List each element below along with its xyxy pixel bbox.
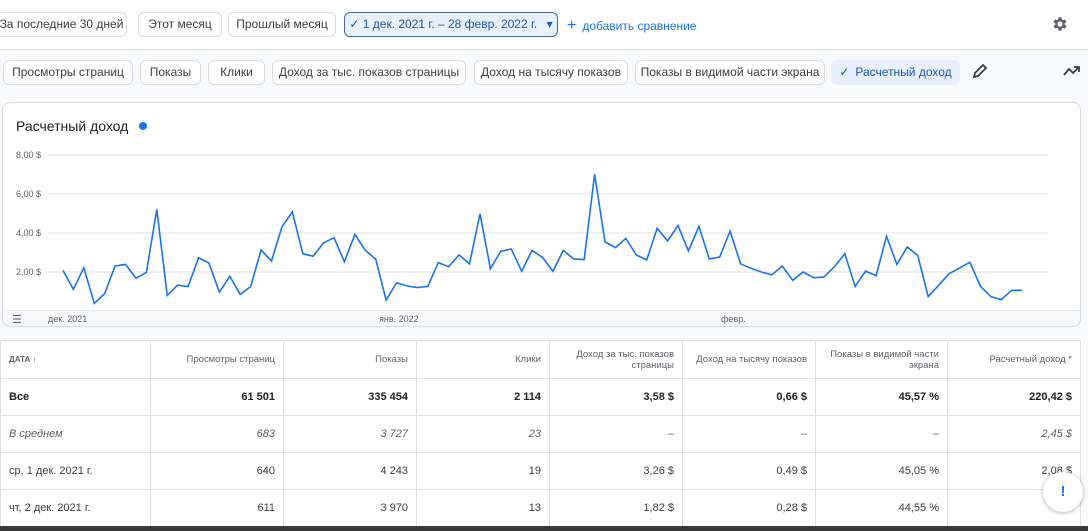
trend-compare-icon[interactable] [1063, 64, 1081, 83]
x-tick-label: февр. [721, 314, 746, 324]
table-cell: 4 243 [283, 452, 417, 490]
table-cell: 0,66 $ [682, 378, 816, 416]
date-toolbar: За последние 30 дней Этот месяц Прошлый … [0, 0, 1088, 50]
metric-active-view-viewable[interactable]: Показы в видимой части экрана [635, 60, 825, 85]
table-cell: чт, 2 дек. 2021 г. [0, 489, 151, 527]
table-cell: ср, 1 дек. 2021 г. [0, 452, 151, 490]
gear-icon[interactable] [1051, 15, 1069, 33]
table-row: чт, 2 дек. 2021 г. 611 3 970 13 1,82 $0,28 $… [0, 489, 1081, 527]
table-cell: 0,28 $ [682, 489, 816, 527]
table-cell: 3 727 [283, 415, 417, 453]
chart-card: Расчетный доход 8,00 $ 6,00 $ 4,00 $ 2,0… [2, 102, 1081, 327]
add-comparison-button[interactable]: + добавить сравнение [567, 17, 696, 35]
add-comparison-label: добавить сравнение [582, 19, 697, 33]
table-cell: 3,58 $ [549, 378, 683, 416]
taskbar-edge [0, 526, 1088, 531]
x-tick-label: дек. 2021 [48, 314, 88, 324]
menu-icon[interactable]: ☰ [12, 314, 22, 326]
column-header[interactable]: Клики [416, 340, 550, 379]
pencil-icon[interactable] [972, 63, 988, 84]
metric-impressions[interactable]: Показы [140, 60, 201, 85]
table-header: ДАТА ↑ Просмотры страниц Показы Клики До… [0, 340, 1081, 379]
column-header[interactable]: Показы [283, 340, 417, 379]
table-cell: 220,42 $ [947, 378, 1081, 416]
table-cell: 44,55 % [815, 489, 948, 527]
table-cell: 0,49 $ [682, 452, 816, 490]
table-cell: 45,05 % [815, 452, 948, 490]
table-cell: 335 454 [283, 378, 417, 416]
metric-clicks[interactable]: Клики [208, 60, 265, 85]
table-cell: Все [0, 378, 151, 416]
preset-this-month[interactable]: Этот месяц [138, 12, 222, 37]
metric-page-views[interactable]: Просмотры страниц [3, 60, 133, 85]
column-header[interactable]: Расчетный доход * [947, 340, 1081, 379]
metric-impression-rpm[interactable]: Доход на тысячу показов [474, 60, 628, 85]
table-cell: 640 [150, 452, 284, 490]
table-cell: 13 [416, 489, 550, 527]
table-cell: 1,82 $ [549, 489, 683, 527]
column-header[interactable]: Доход на тысячу показов [682, 340, 816, 379]
line-chart [48, 154, 1048, 305]
table-cell: 3,26 $ [549, 452, 683, 490]
date-range-label: 1 дек. 2021 г. – 28 февр. 2022 г. [362, 17, 538, 31]
table-cell: В среднем [0, 415, 151, 453]
table-cell: 3 970 [283, 489, 417, 527]
chevron-down-icon: ▾ [546, 17, 553, 31]
table-row: ср, 1 дек. 2021 г. 640 4 243 19 3,26 $0,49 $… [0, 452, 1081, 490]
feedback-icon: ! [1060, 483, 1066, 500]
y-tick-label: 2,00 $ [16, 267, 42, 277]
table-cell: 19 [416, 452, 550, 490]
report-table: ДАТА ↑ Просмотры страниц Показы Клики До… [0, 340, 1081, 527]
x-tick-label: янв. 2022 [379, 314, 419, 324]
feedback-button[interactable]: ! [1043, 472, 1083, 512]
table-cell: 23 [416, 415, 550, 453]
table-cell: 45,57 % [815, 378, 948, 416]
table-cell: – [549, 415, 683, 453]
check-icon: ✓ [839, 65, 850, 79]
preset-last-30-days[interactable]: За последние 30 дней [0, 12, 127, 37]
column-header[interactable]: Показы в видимой части экрана [815, 340, 948, 379]
metric-label: Расчетный доход [855, 65, 952, 79]
column-header-date[interactable]: ДАТА ↑ [0, 340, 151, 379]
metric-page-rpm[interactable]: Доход за тыс. показов страницы [272, 60, 466, 85]
table-cell: – [815, 415, 948, 453]
table-cell: 61 501 [150, 378, 284, 416]
x-axis: ☰ дек. 2021 янв. 2022 февр. [3, 310, 1080, 326]
table-cell: – [682, 415, 816, 453]
table-cell: 2,45 $ [947, 415, 1081, 453]
date-range-picker[interactable]: ✓ 1 дек. 2021 г. – 28 февр. 2022 г. ▾ [344, 12, 558, 37]
y-tick-label: 8,00 $ [16, 150, 42, 160]
preset-last-month[interactable]: Прошлый месяц [228, 12, 336, 37]
y-tick-label: 6,00 $ [16, 189, 42, 199]
column-header[interactable]: Просмотры страниц [150, 340, 284, 379]
plus-icon: + [567, 17, 577, 34]
table-cell: 2 114 [416, 378, 550, 416]
column-header[interactable]: Доход за тыс. показов страницы [549, 340, 683, 379]
check-icon: ✓ [349, 17, 360, 31]
y-tick-label: 4,00 $ [16, 228, 42, 238]
metric-estimated-earnings[interactable]: ✓ Расчетный доход [831, 60, 960, 85]
table-row: Все 61 501 335 454 2 114 3,58 $0,66 $45,57 %… [0, 378, 1081, 416]
table-cell: 683 [150, 415, 284, 453]
series-dot [139, 122, 147, 130]
table-row: В среднем 683 3 727 23– – –2,45 $ [0, 415, 1081, 453]
table-cell: 611 [150, 489, 284, 527]
chart-title: Расчетный доход [16, 118, 129, 134]
